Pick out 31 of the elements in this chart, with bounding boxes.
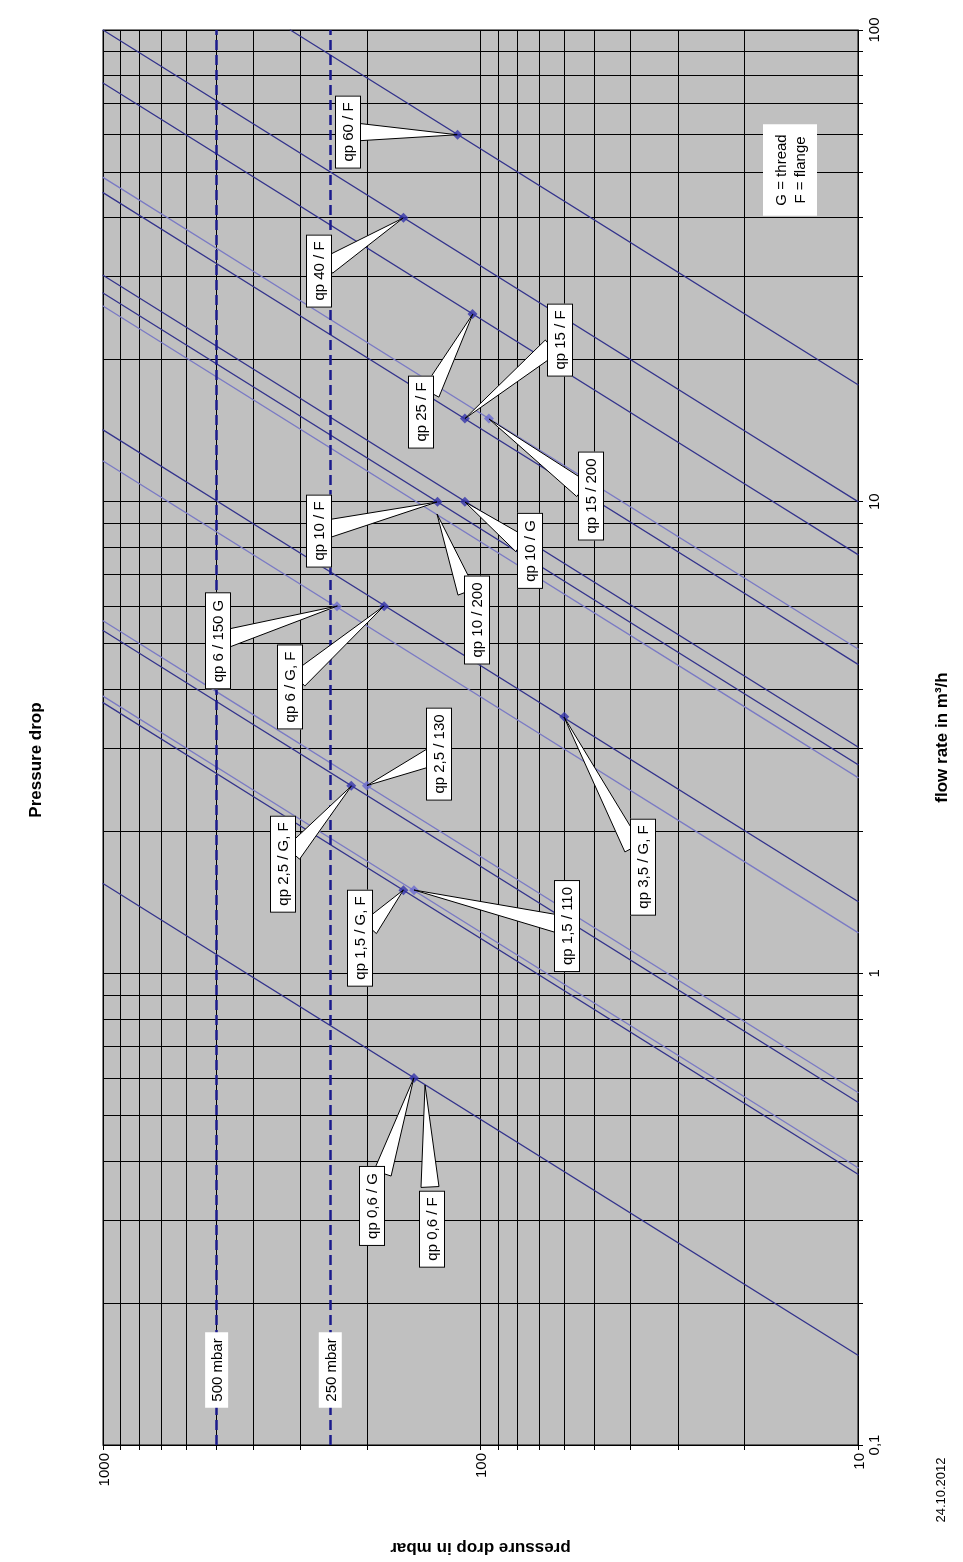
x-tick-label: 10 (849, 1453, 867, 1470)
y-axis-title: flow rate in m³/h (932, 672, 951, 803)
annotation: qp 6 / 150 G (204, 593, 231, 690)
ref-line-label: 250 mbar (321, 1338, 339, 1402)
annotation: qp 15 / 200 (577, 451, 604, 541)
x-axis-title: pressure drop in mbar (389, 1539, 571, 1558)
annotation: qp 0,6 / G (359, 1166, 386, 1246)
y-tick-label: 0,1 (865, 1434, 882, 1456)
annotation: qp 0,6 / F (419, 1190, 446, 1268)
annotation: qp 25 / F (407, 375, 434, 449)
annotation: qp 6 / G, F (277, 644, 304, 730)
annotation: qp 15 / F (546, 303, 573, 377)
x-tick-label: 1000 (94, 1453, 112, 1487)
x-tick-label: 100 (472, 1453, 489, 1479)
ref-line-label: 500 mbar (208, 1338, 226, 1402)
y-tick-label: 1 (865, 969, 882, 978)
y-tick-label: 10 (865, 493, 882, 511)
annotation: qp 2,5 / 130 (425, 707, 452, 801)
annotation: qp 3,5 / G, F (630, 818, 657, 916)
annotation: qp 2,5 / G, F (270, 814, 297, 913)
annotation: qp 10 / 200 (464, 575, 491, 665)
annotation: qp 10 / F (306, 494, 333, 568)
annotation: qp 1,5 / G, F (347, 889, 374, 987)
annotation: qp 1,5 / 110 (554, 880, 581, 973)
annotation: qp 10 / G (516, 512, 543, 589)
text: 24.10.2012 (932, 1457, 948, 1523)
y-tick-label: 100 (865, 17, 882, 43)
annotation: G = thread F = flange (772, 134, 808, 206)
text: Pressure drop (25, 702, 45, 818)
annotation: qp 60 / F (334, 95, 361, 169)
annotation: qp 40 / F (306, 234, 333, 308)
